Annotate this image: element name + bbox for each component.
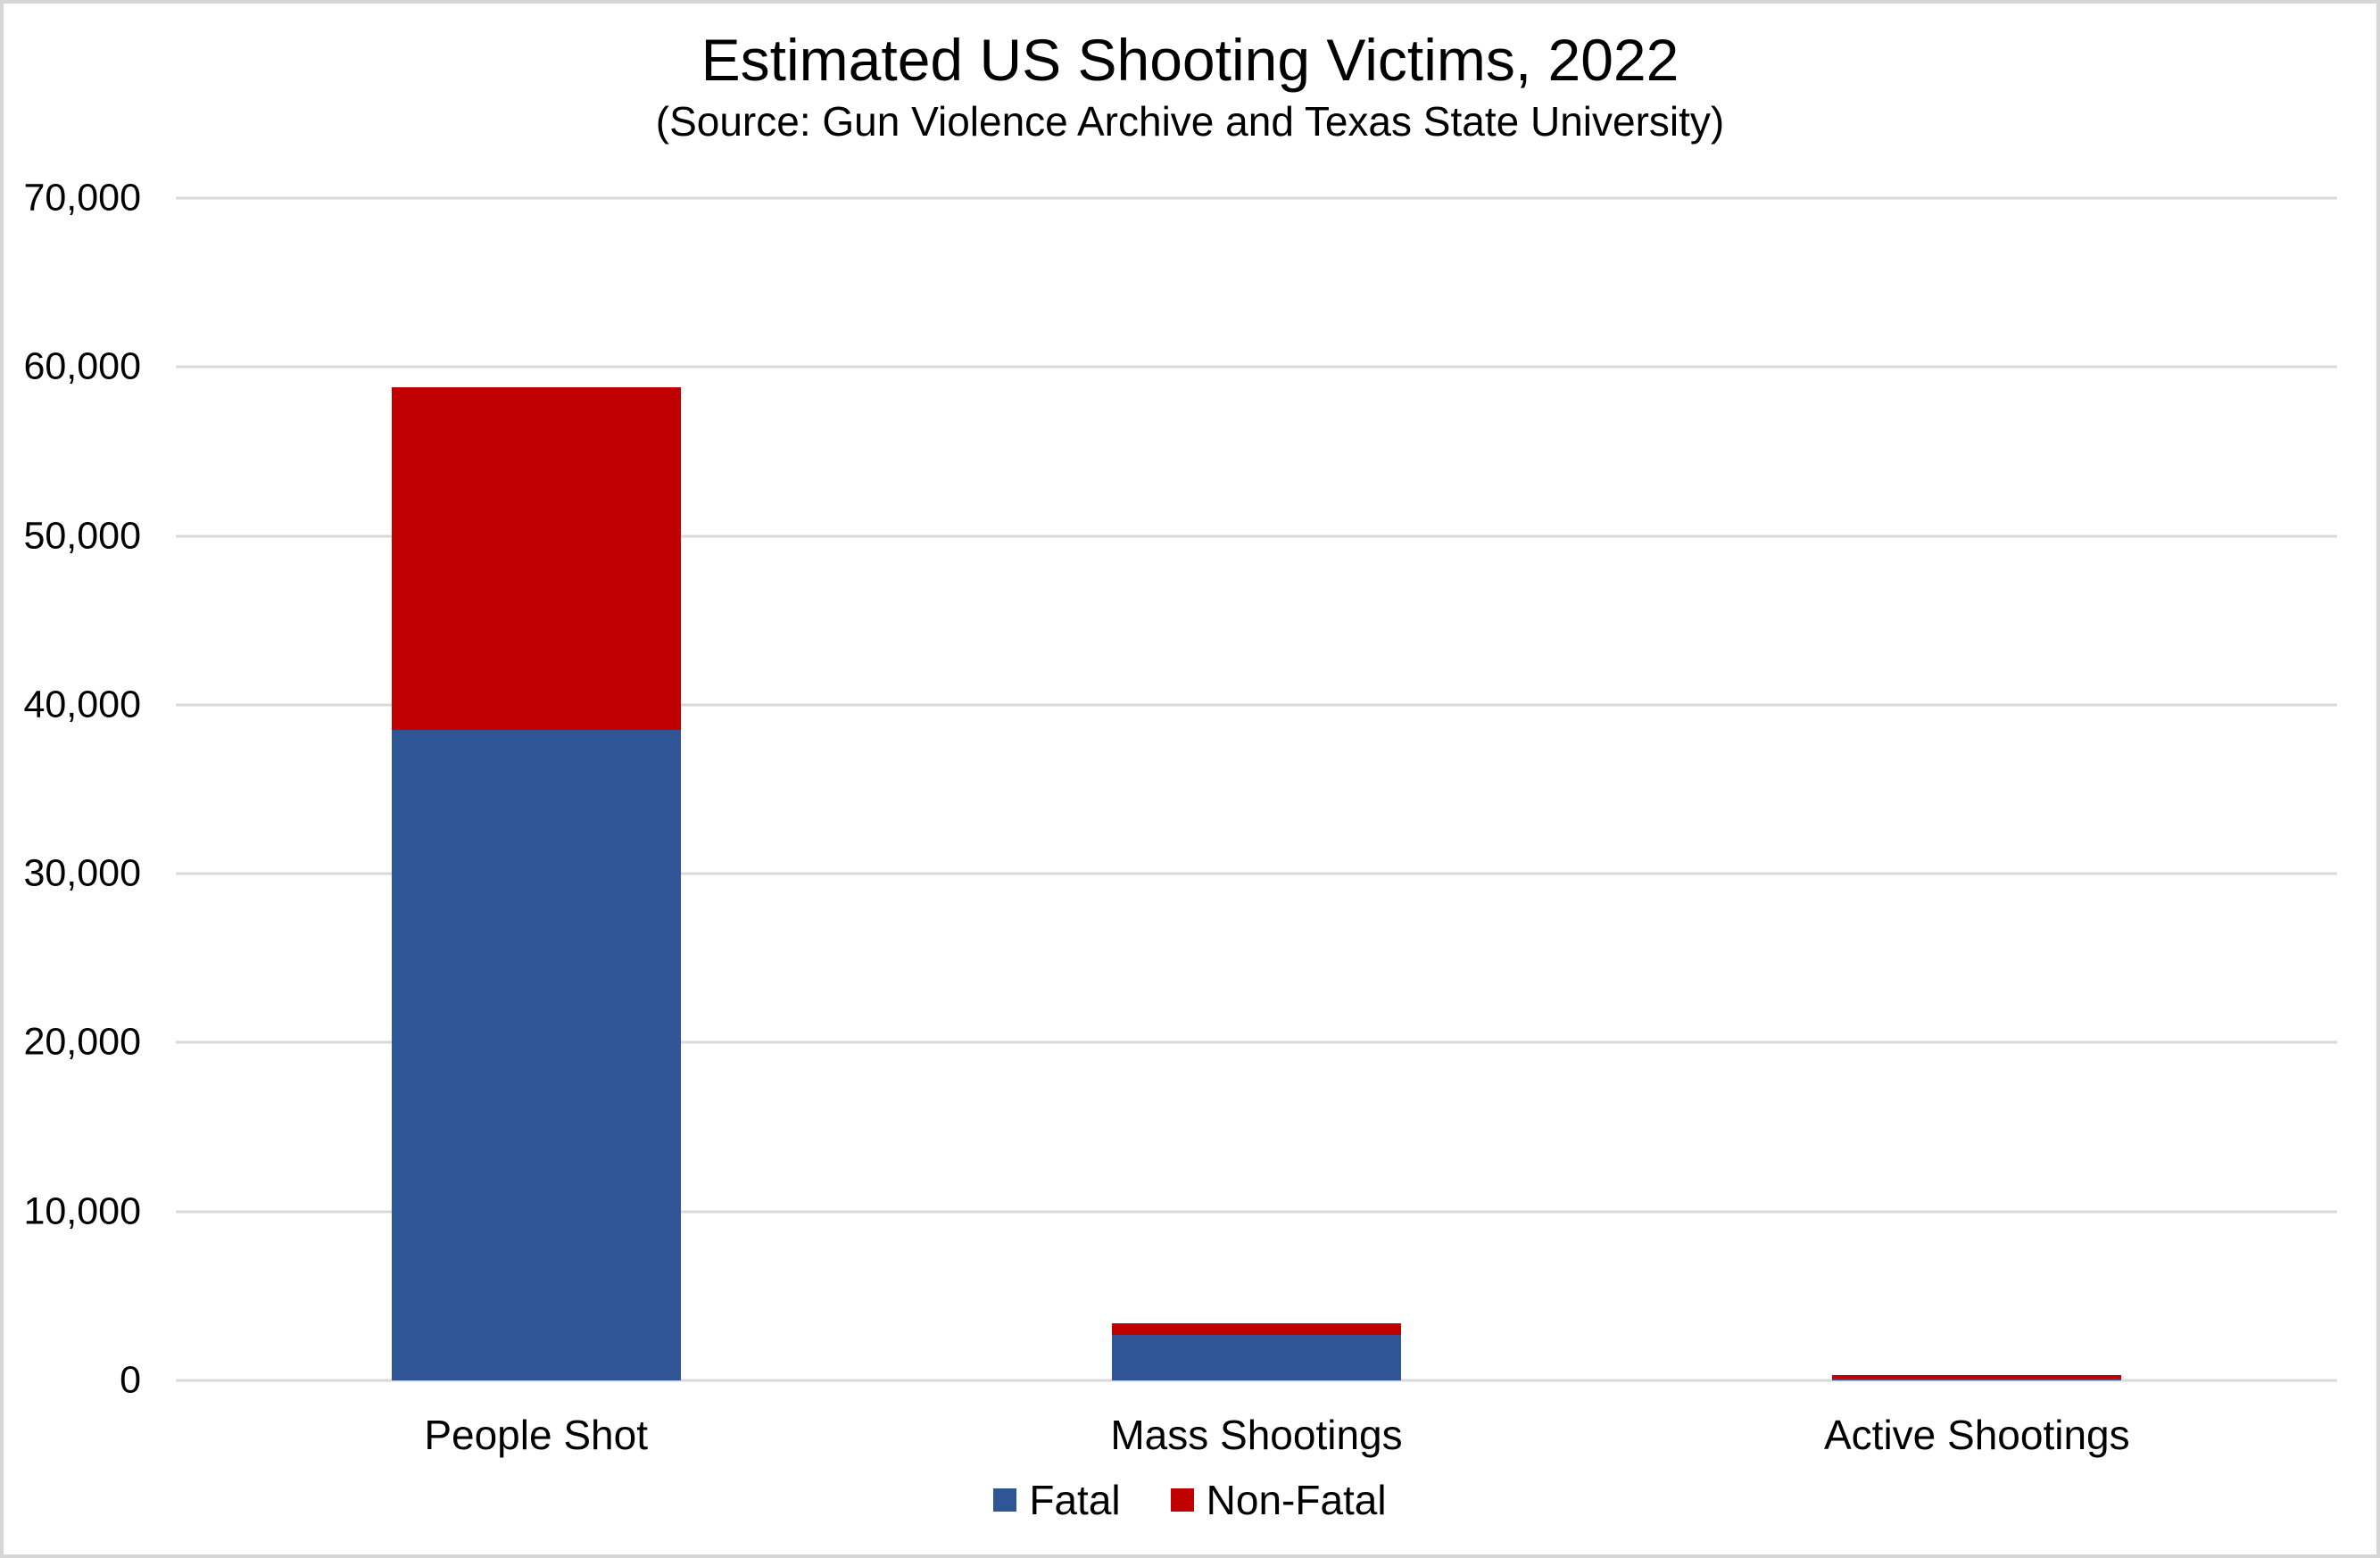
bar-slot [896,198,1616,1380]
plot-area [176,196,2337,1382]
y-axis-tick-label: 40,000 [23,683,141,726]
bars-container [176,198,2337,1380]
bar-slot [176,198,896,1380]
gridline [176,365,2337,369]
gridline [176,1379,2337,1382]
gridline [176,196,2337,200]
y-axis-tick-label: 30,000 [23,851,141,895]
bar-segment-non-fatal [1111,1322,1401,1335]
x-axis-category-label: People Shot [424,1412,648,1458]
legend-item-non-fatal: Non-Fatal [1170,1477,1387,1523]
legend-item-fatal: Fatal [993,1477,1121,1523]
bar-segment-non-fatal [391,387,681,731]
y-axis-tick-label: 50,000 [23,514,141,558]
legend-label: Non-Fatal [1206,1477,1387,1523]
bar-slot [1617,198,2337,1380]
y-axis-tick-label: 70,000 [23,176,141,220]
y-axis-tick-label: 20,000 [23,1020,141,1064]
x-axis: People Shot Mass Shootings Active Shooting… [176,1412,2337,1458]
y-axis-tick-label: 0 [120,1358,141,1402]
legend-label: Fatal [1029,1477,1121,1523]
chart-subtitle: (Source: Gun Violence Archive and Texas … [655,98,1725,145]
gridline [176,872,2337,875]
bar-segment-fatal [1832,1379,2122,1380]
bar-segment-non-fatal [1832,1375,2122,1380]
stacked-bar-active-shootings [1832,1375,2122,1380]
legend-swatch-fatal [993,1488,1017,1512]
gridline [176,535,2337,538]
bar-segment-fatal [391,730,681,1380]
y-axis-tick-label: 60,000 [23,344,141,388]
chart-title: Estimated US Shooting Victims, 2022 [701,27,1679,93]
legend: Fatal Non-Fatal [4,1478,2376,1522]
gridline [176,1040,2337,1044]
legend-swatch-non-fatal [1170,1488,1194,1512]
x-axis-category-label: Active Shootings [1823,1412,2130,1458]
stacked-bar-people-shot [391,387,681,1380]
gridline [176,703,2337,707]
bar-segment-fatal [1111,1334,1401,1380]
stacked-bar-mass-shootings [1111,1322,1401,1380]
y-axis-tick-label: 10,000 [23,1189,141,1233]
x-axis-category-label: Mass Shootings [1110,1412,1403,1458]
y-axis: 0 10,000 20,000 30,000 40,000 50,000 60,000 70,… [4,178,141,1399]
gridline [176,1210,2337,1214]
